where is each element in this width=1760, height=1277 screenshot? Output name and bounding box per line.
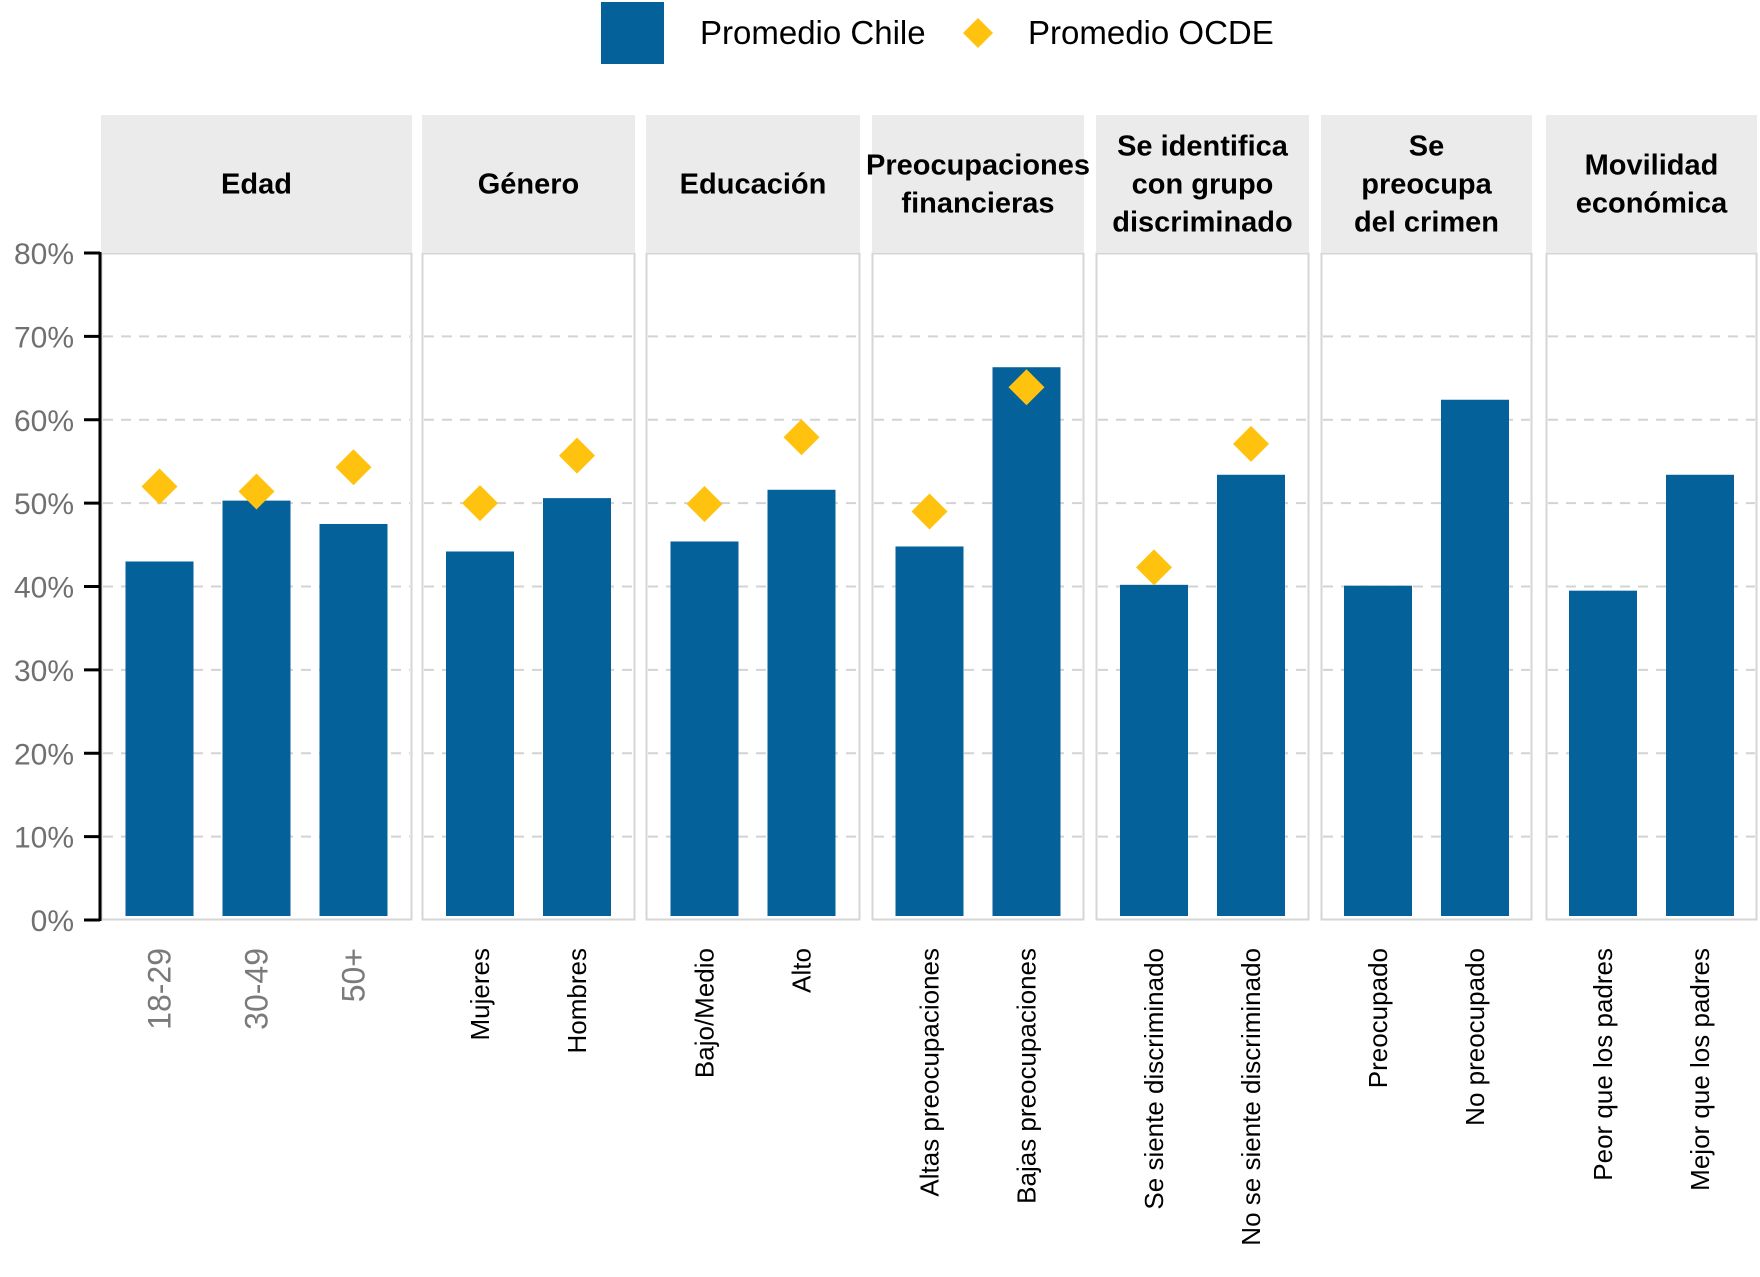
bar-promedio-chile [543,498,611,916]
y-tick-label: 10% [14,822,74,855]
x-tick-label: Peor que los padres [1588,948,1618,1181]
bar-promedio-chile [222,500,291,916]
facet-strip [1321,115,1532,252]
y-tick-label: 50% [14,488,74,521]
bar-promedio-chile [1120,584,1188,916]
legend-label-ocde: Promedio OCDE [1028,14,1274,51]
facet-strip [872,115,1084,252]
y-tick-label: 80% [14,238,74,271]
facet-strip [101,115,412,252]
panel-border [645,252,861,921]
marker-promedio-ocde [1008,369,1045,406]
y-tick-label: 70% [14,321,74,354]
x-tick-label: 50+ [336,948,372,1002]
panel-border [1320,252,1533,921]
panel-border [871,252,1085,921]
marker-promedio-ocde [559,437,595,474]
legend-swatch-chile [601,2,664,64]
facet-title: Edad [221,169,292,201]
facet-panel: Educación Bajo/Medio Alto [645,115,861,1078]
facet-title: Se [1409,131,1444,163]
bar-promedio-chile [895,546,964,916]
facet-strip [1546,115,1757,252]
facet-panel: Edad 18-29 30-49 50+ [100,115,413,1030]
y-tick-label: 30% [14,655,74,688]
marker-promedio-ocde [911,493,948,530]
facet-title: Movilidad [1585,150,1719,182]
panel-border [1095,252,1310,921]
facet-title: financieras [901,188,1054,220]
marker-promedio-ocde [783,419,820,456]
marker-promedio-ocde [1233,425,1269,462]
facet-title: Se identifica [1117,131,1289,163]
y-tick-label: 20% [14,738,74,771]
facet-panels: Edad 18-29 30-49 50+ Género Mujeres Hombres Edu… [100,115,1758,1246]
x-tick-label: Alto [787,948,817,993]
x-tick-label: Hombres [562,948,592,1053]
legend-diamond-ocde-icon [963,18,993,48]
panel-border [1545,252,1758,921]
facet-title: Género [478,169,580,201]
marker-promedio-ocde [141,468,178,505]
legend: Promedio Chile Promedio OCDE [601,2,1274,64]
facet-strip [422,115,635,252]
y-tick-label: 0% [31,905,74,938]
y-tick-label: 40% [14,572,74,605]
facet-panel: Preocupaciones financieras Altas preocupac… [866,115,1090,1204]
x-tick-label: Preocupado [1363,948,1393,1088]
x-tick-label: Bajas preocupaciones [1012,948,1042,1204]
x-tick-label: No preocupado [1460,948,1490,1126]
bar-promedio-chile [992,367,1061,916]
facet-panel: Se preocupa del crimen Preocupado No preocup… [1320,115,1533,1126]
facet-title: con grupo [1132,169,1274,201]
bar-promedio-chile [446,551,514,916]
y-tick-label: 60% [14,405,74,438]
marker-promedio-ocde [238,473,275,510]
marker-promedio-ocde [462,485,498,522]
x-tick-label: Altas preocupaciones [915,948,945,1197]
x-tick-label: Bajo/Medio [690,948,720,1078]
facet-title: Educación [680,169,827,201]
x-tick-label: 18-29 [142,948,178,1030]
facet-panel: Se identifica con grupo discriminado Se sie… [1095,115,1310,1246]
x-tick-label: No se siente discriminado [1236,948,1266,1246]
facet-title: Preocupaciones [866,150,1090,182]
facet-strip [646,115,860,252]
bar-promedio-chile [125,561,194,916]
bar-promedio-chile [1569,590,1637,916]
x-tick-label: Se siente discriminado [1139,948,1169,1210]
facet-title: preocupa [1361,169,1492,201]
bar-promedio-chile [1666,474,1734,916]
legend-label-chile: Promedio Chile [700,14,926,51]
marker-promedio-ocde [335,449,372,486]
facet-strip [1096,115,1309,252]
marker-promedio-ocde [1136,549,1172,586]
bar-promedio-chile [319,523,388,916]
x-tick-label: Mejor que los padres [1685,948,1715,1191]
facet-title: discriminado [1112,207,1293,239]
x-tick-label: Mujeres [465,948,495,1040]
facet-title: del crimen [1354,207,1499,239]
y-axis: 0% 10% 20% 30% 40% 50% 60% 70% 80% [14,238,102,938]
x-tick-label: 30-49 [239,948,275,1030]
bar-promedio-chile [767,489,836,916]
facet-title: económica [1576,188,1728,220]
marker-promedio-ocde [686,485,723,522]
facet-panel: Movilidad económica Peor que los padres Mej… [1545,115,1758,1191]
bar-promedio-chile [1217,474,1285,916]
panel-border [421,252,636,921]
bar-promedio-chile [1344,585,1412,916]
facet-panel: Género Mujeres Hombres [421,115,636,1053]
bar-promedio-chile [670,541,739,916]
bar-promedio-chile [1441,399,1509,916]
